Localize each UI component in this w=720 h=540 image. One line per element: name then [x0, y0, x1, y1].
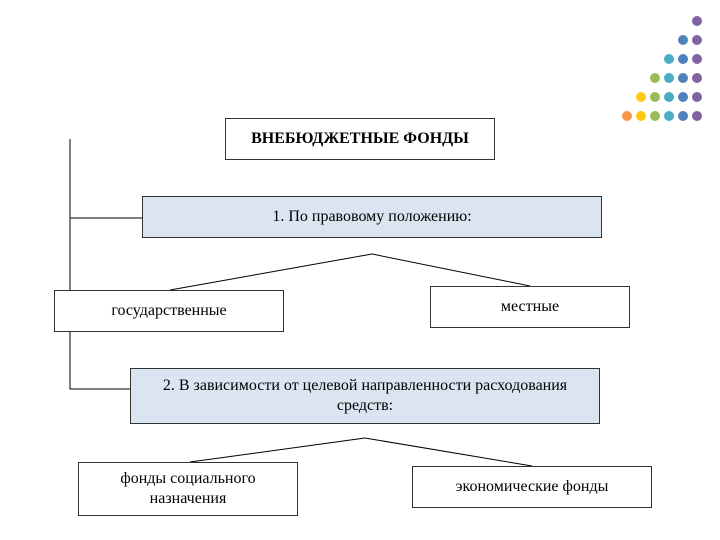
node-category-2: 2. В зависимости от целевой направленнос… — [130, 368, 600, 424]
decor-dot-grid — [606, 14, 704, 128]
node-category-1: 1. По правовому положению: — [142, 196, 602, 238]
node-leaf-2a: фонды социального назначения — [78, 462, 298, 516]
node-title: ВНЕБЮДЖЕТНЫЕ ФОНДЫ — [225, 118, 495, 160]
node-leaf-2b: экономические фонды — [412, 466, 652, 508]
node-leaf-1b: местные — [430, 286, 630, 328]
node-leaf-1a: государственные — [54, 290, 284, 332]
